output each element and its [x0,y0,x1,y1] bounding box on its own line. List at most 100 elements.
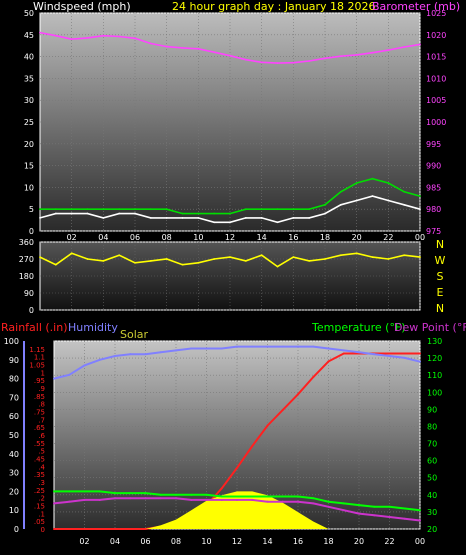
data-point [98,498,101,501]
data-point [70,252,73,255]
data-point [312,376,315,379]
data-point [297,393,299,396]
data-point [324,203,326,206]
baro-axis-label: Barometer (mb) [372,0,460,13]
data-point [134,37,136,40]
data-point [144,497,147,500]
data-point [419,256,421,259]
data-point [327,360,330,363]
data-point [244,259,247,262]
data-point [342,509,345,512]
wind-x-tick: 14 [257,233,267,242]
direction-axes: 0 90 180 270 360 [19,238,34,315]
data-point [339,55,342,58]
data-point [419,195,421,198]
compass-letter: E [437,286,444,299]
data-point [327,500,330,503]
data-point [53,377,55,380]
rain-y-tick: .75 [34,409,45,417]
data-point [83,498,86,501]
rain-y-tick: .55 [34,440,45,448]
rain-y-tick: .4 [38,463,45,471]
data-point [68,490,71,493]
rain-y-tick: 1.1 [34,354,45,362]
data-point [244,217,247,219]
temp-y-tick: 130 [427,337,442,346]
rain-y-tick: 1 [41,369,45,377]
data-point [339,203,342,206]
data-point [102,208,105,211]
data-point [54,34,57,37]
data-point [403,507,406,510]
data-point [175,349,177,352]
data-point [260,217,263,219]
compass-letter: N [436,238,444,251]
data-point [297,495,299,498]
data-point [229,212,231,215]
data-point [70,212,73,215]
data-point [220,487,223,490]
data-point [181,263,184,266]
data-point [181,217,184,219]
temp-y-tick: 70 [427,440,437,449]
solar-axis-label: Solar [120,328,149,341]
data-point [220,498,223,501]
data-point [190,493,193,496]
data-point [102,217,105,219]
data-point [371,51,374,54]
data-point [83,528,86,530]
data-point [213,51,216,54]
data-point [213,221,216,224]
data-point [39,217,41,219]
data-point [149,259,152,262]
baro-y-tick: 990 [426,162,441,171]
data-point [98,358,101,361]
data-point [159,497,162,500]
wind-axis-label: Windspeed (mph) [33,0,131,13]
data-point [70,208,73,211]
data-point [419,208,421,211]
humidity-y-tick: 10 [9,506,19,515]
data-point [149,208,152,211]
rain-y-tick: .15 [34,503,45,511]
data-point [266,500,269,503]
data-point [387,182,390,184]
data-point [236,495,238,498]
baro-y-tick: 995 [426,140,441,149]
data-point [308,60,311,62]
data-point [220,347,223,350]
data-point [181,46,184,49]
temp-x-tick: 22 [384,537,394,546]
rain-y-tick: 1.05 [29,362,45,370]
data-point [244,208,247,211]
data-point [419,352,421,355]
dir-y-tick: 90 [24,289,34,298]
data-point [419,519,421,522]
wind-y-tick: 5 [29,205,34,214]
humidity-y-tick: 80 [9,375,19,384]
wind-y-tick: 50 [24,9,34,18]
data-point [339,254,342,257]
wind-y-tick: 45 [24,31,34,40]
data-point [114,492,116,495]
data-point [281,495,284,498]
data-point [165,45,168,48]
data-point [312,497,315,500]
direction-plot [39,252,421,268]
data-point [149,217,152,219]
wind-y-tick: 40 [24,53,34,62]
data-point [229,256,231,259]
temp-x-tick: 20 [354,537,364,546]
wind-x-tick: 10 [193,233,203,242]
data-point [419,43,421,46]
humidity-y-tick: 40 [9,450,19,459]
data-point [134,212,136,215]
data-point [358,351,360,354]
baro-y-tick: 1025 [426,9,446,18]
data-point [98,490,101,493]
data-point [229,221,231,224]
temp-x-tick: 04 [110,537,120,546]
wind-x-tick: 06 [130,233,140,242]
data-point [197,212,200,215]
